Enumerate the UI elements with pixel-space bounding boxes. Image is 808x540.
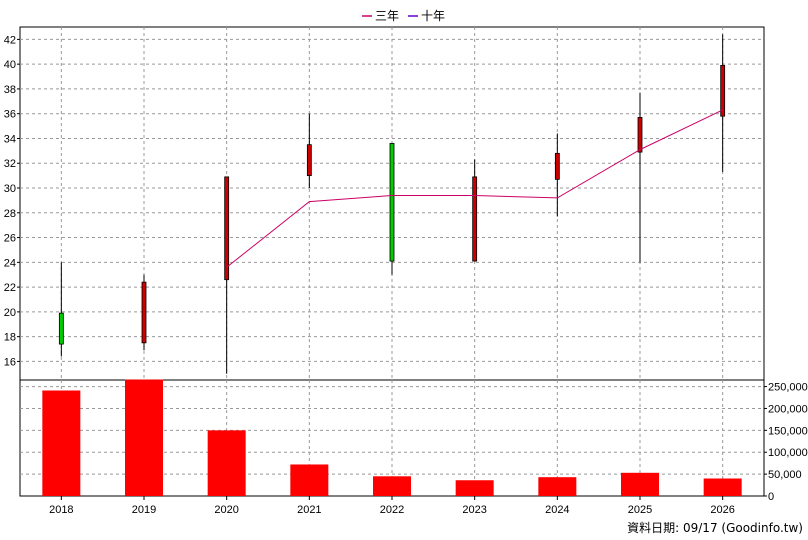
legend: 三年 十年 <box>362 9 445 23</box>
price-tick-label: 30 <box>4 183 16 195</box>
candle-body <box>58 312 64 345</box>
price-tick-label: 32 <box>4 158 16 170</box>
price-tick-label: 20 <box>4 307 16 319</box>
price-panel: 16 18 20 22 24 26 28 30 32 34 36 38 40 42 <box>4 26 765 381</box>
x-tick-label: 2022 <box>380 504 404 516</box>
volume-tick-label: 150,000 <box>768 425 808 437</box>
legend-label-3yr: 三年 <box>375 9 399 23</box>
price-tick-label: 18 <box>4 332 16 344</box>
x-tick-label: 2023 <box>462 504 486 516</box>
volume-tick-label: 200,000 <box>768 403 808 415</box>
x-tick-label: 2020 <box>214 504 238 516</box>
price-tick-label: 40 <box>4 59 16 71</box>
price-tick-label: 16 <box>4 356 16 368</box>
volume-bar <box>125 379 163 496</box>
x-axis: 2018 2019 2020 2021 2022 2023 2024 2025 2026 <box>49 496 735 516</box>
price-tick-label: 28 <box>4 208 16 220</box>
x-tick-label: 2021 <box>297 504 321 516</box>
volume-bar <box>621 472 659 496</box>
volume-tick-label: 250,000 <box>768 382 808 394</box>
volume-tick-label: 0 <box>768 491 774 503</box>
x-tick-label: 2024 <box>545 504 569 516</box>
volume-bars <box>42 379 742 496</box>
legend-label-10yr: 十年 <box>421 9 445 23</box>
volume-bar <box>42 390 81 496</box>
x-tick-label: 2018 <box>49 504 73 516</box>
price-tick-label: 36 <box>4 109 16 121</box>
price-tick-label: 42 <box>4 34 16 46</box>
candle-body <box>306 144 312 177</box>
volume-bar <box>290 464 329 496</box>
footer-source: 資料日期: 09/17 (Goodinfo.tw) <box>627 521 803 535</box>
candle-body <box>554 152 560 180</box>
price-tick-label: 38 <box>4 84 16 96</box>
candle-body <box>720 64 726 117</box>
volume-tick-label: 50,000 <box>768 469 802 481</box>
x-tick-label: 2019 <box>132 504 156 516</box>
candle-body <box>637 117 643 153</box>
volume-bar <box>373 476 411 496</box>
price-tick-label: 22 <box>4 282 16 294</box>
price-tick-label: 34 <box>4 133 16 145</box>
volume-tick-label: 100,000 <box>768 447 808 459</box>
series-line-3yr <box>226 109 723 268</box>
price-y-axis: 16 18 20 22 24 26 28 30 32 34 36 38 40 42 <box>4 34 20 368</box>
volume-panel: 0 50,000 100,000 150,000 200,000 250,000 <box>19 379 808 503</box>
volume-bar <box>455 480 494 496</box>
volume-bar <box>703 478 742 496</box>
volume-y-axis: 0 50,000 100,000 150,000 200,000 250,000 <box>764 382 808 503</box>
volume-bar <box>207 430 246 496</box>
candle-body <box>224 176 230 281</box>
candle-body <box>141 281 147 344</box>
candle-body <box>472 176 478 262</box>
x-tick-label: 2026 <box>710 504 734 516</box>
x-tick-label: 2025 <box>628 504 652 516</box>
price-tick-label: 24 <box>4 257 16 269</box>
volume-bar <box>538 477 577 496</box>
price-candles <box>58 34 726 374</box>
price-tick-label: 26 <box>4 233 16 245</box>
candle-body <box>389 143 395 262</box>
